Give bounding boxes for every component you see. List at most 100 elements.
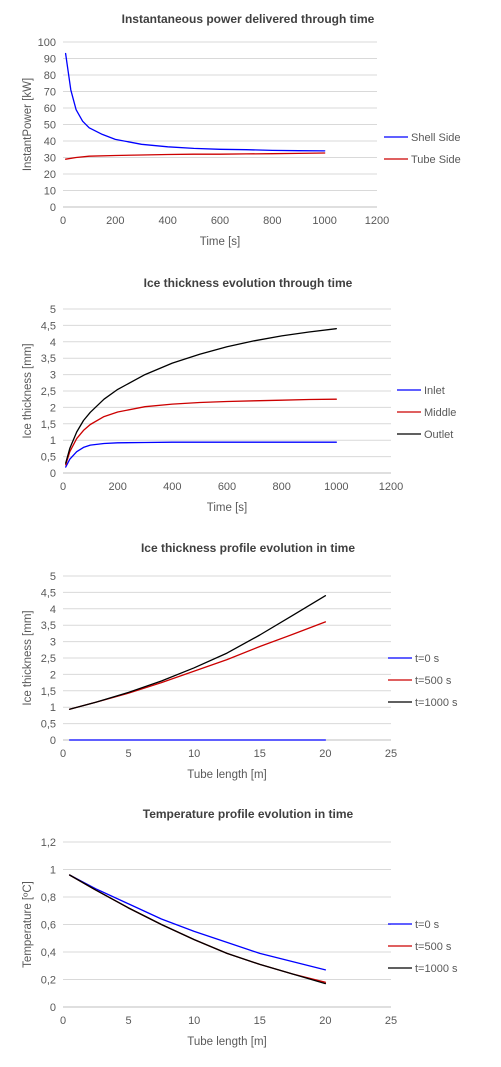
- series-line: [65, 398, 337, 466]
- x-tick-label: 1000: [312, 215, 336, 227]
- power-chart: Instantaneous power delivered through ti…: [0, 0, 501, 265]
- y-tick-label: 60: [44, 103, 56, 115]
- y-tick-label: 90: [44, 54, 56, 66]
- y-tick-label: 4,5: [41, 320, 56, 332]
- y-tick-label: 30: [44, 153, 56, 165]
- x-axis-label: Tube length [m]: [187, 769, 266, 781]
- y-tick-label: 1,5: [41, 686, 56, 698]
- y-tick-label: 3: [50, 637, 56, 649]
- y-tick-label: 50: [44, 120, 56, 132]
- y-tick-label: 1,2: [41, 837, 56, 849]
- legend-label: t=1000 s: [415, 963, 458, 975]
- x-tick-label: 20: [319, 748, 331, 760]
- y-tick-label: 4,5: [41, 587, 56, 599]
- x-axis-label: Time [s]: [200, 236, 240, 248]
- x-tick-label: 15: [254, 1015, 266, 1027]
- x-tick-label: 20: [319, 1015, 331, 1027]
- y-tick-label: 2,5: [41, 653, 56, 665]
- y-axis-label: InstantPower [kW]: [22, 78, 34, 171]
- series-line: [68, 874, 327, 971]
- x-tick-label: 5: [126, 748, 132, 760]
- y-tick-label: 1: [50, 435, 56, 447]
- x-axis-label: Tube length [m]: [187, 1036, 266, 1048]
- legend-label: t=0 s: [415, 653, 440, 665]
- y-tick-label: 0,8: [41, 892, 56, 904]
- x-tick-label: 25: [385, 748, 397, 760]
- chart-title: Ice thickness profile evolution in time: [141, 541, 355, 555]
- y-tick-label: 1: [50, 702, 56, 714]
- x-tick-label: 200: [106, 215, 124, 227]
- x-tick-label: 25: [385, 1015, 397, 1027]
- legend-label: Inlet: [424, 385, 445, 397]
- y-tick-label: 0,5: [41, 452, 56, 464]
- y-tick-label: 0,4: [41, 947, 56, 959]
- x-axis-label: Time [s]: [207, 502, 247, 514]
- y-tick-label: 1,5: [41, 419, 56, 431]
- y-tick-label: 10: [44, 186, 56, 198]
- y-axis-label: Temperature [ºC]: [22, 881, 34, 968]
- series-line: [64, 52, 326, 152]
- legend-label: Tube Side: [411, 154, 461, 166]
- series-line: [68, 874, 327, 983]
- series-line: [64, 152, 326, 160]
- legend-label: t=1000 s: [415, 697, 458, 709]
- chart-svg: Ice thickness profile evolution in time 0…: [22, 541, 458, 781]
- x-tick-label: 1200: [379, 481, 403, 493]
- y-tick-label: 0: [50, 468, 56, 480]
- y-tick-label: 2,5: [41, 386, 56, 398]
- x-tick-label: 200: [108, 481, 126, 493]
- y-axis-label: Ice thickness [mm]: [22, 343, 34, 438]
- legend-label: t=500 s: [415, 941, 452, 953]
- legend-label: t=0 s: [415, 919, 440, 931]
- y-tick-label: 2: [50, 669, 56, 681]
- x-tick-label: 0: [60, 215, 66, 227]
- y-tick-label: 2: [50, 402, 56, 414]
- y-tick-label: 100: [38, 37, 56, 49]
- legend-label: Middle: [424, 407, 456, 419]
- y-tick-label: 0: [50, 202, 56, 214]
- x-tick-label: 1200: [365, 215, 389, 227]
- series-line: [68, 595, 327, 710]
- y-tick-label: 70: [44, 87, 56, 99]
- series-line: [65, 441, 337, 468]
- y-tick-label: 1: [50, 865, 56, 877]
- ice-thickness-profile-chart: Ice thickness profile evolution in time 0…: [0, 535, 501, 800]
- legend-label: Shell Side: [411, 132, 461, 144]
- x-tick-label: 15: [254, 748, 266, 760]
- y-tick-label: 0,2: [41, 975, 56, 987]
- series-line: [68, 621, 327, 710]
- chart-svg: Instantaneous power delivered through ti…: [22, 12, 461, 248]
- chart-title: Temperature profile evolution in time: [143, 807, 354, 821]
- x-tick-label: 400: [163, 481, 181, 493]
- ice-thickness-time-chart: Ice thickness evolution through time 0 0,5…: [0, 270, 501, 535]
- temperature-profile-chart: Temperature profile evolution in time 0 0,…: [0, 800, 501, 1067]
- chart-title: Instantaneous power delivered through ti…: [122, 12, 375, 26]
- y-tick-label: 3,5: [41, 620, 56, 632]
- series-line: [68, 874, 327, 985]
- y-tick-label: 4: [50, 337, 56, 349]
- y-tick-label: 3: [50, 370, 56, 382]
- y-tick-label: 0,6: [41, 920, 56, 932]
- y-tick-label: 5: [50, 304, 56, 316]
- chart-svg: Ice thickness evolution through time 0 0,5…: [22, 276, 456, 514]
- x-tick-label: 1000: [324, 481, 348, 493]
- y-tick-label: 20: [44, 169, 56, 181]
- chart-svg: Temperature profile evolution in time 0 0,…: [22, 807, 458, 1048]
- x-tick-label: 0: [60, 748, 66, 760]
- y-axis-label: Ice thickness [mm]: [22, 610, 34, 705]
- y-tick-label: 0,5: [41, 719, 56, 731]
- y-tick-label: 5: [50, 571, 56, 583]
- x-tick-label: 600: [211, 215, 229, 227]
- x-tick-label: 800: [272, 481, 290, 493]
- series-line: [65, 328, 337, 464]
- x-tick-label: 800: [263, 215, 281, 227]
- x-tick-label: 0: [60, 1015, 66, 1027]
- y-tick-label: 80: [44, 70, 56, 82]
- legend-label: t=500 s: [415, 675, 452, 687]
- legend-label: Outlet: [424, 429, 453, 441]
- x-tick-label: 10: [188, 1015, 200, 1027]
- x-tick-label: 400: [158, 215, 176, 227]
- x-tick-label: 5: [126, 1015, 132, 1027]
- chart-title: Ice thickness evolution through time: [144, 276, 353, 290]
- y-tick-label: 40: [44, 136, 56, 148]
